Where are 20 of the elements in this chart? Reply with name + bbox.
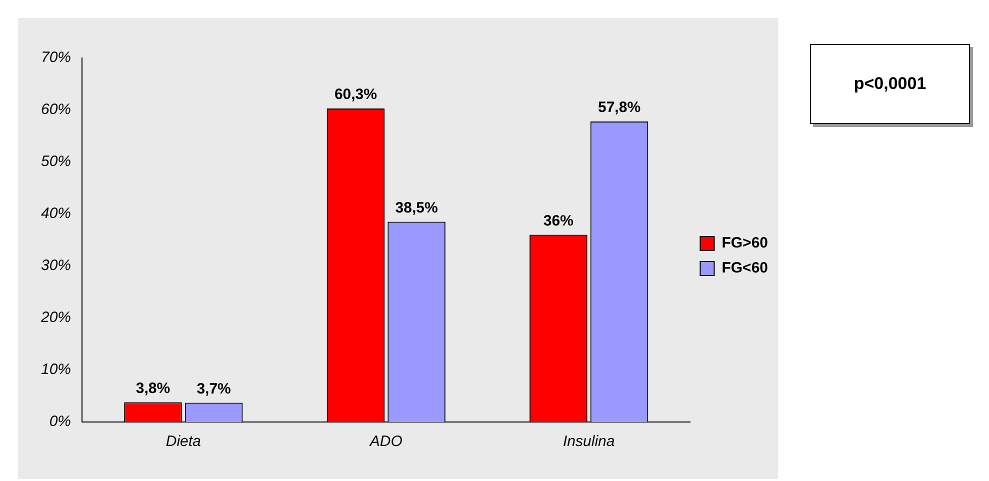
- y-tick-label: 70%: [40, 49, 72, 66]
- legend-label: FG<60: [722, 260, 768, 277]
- data-label: 36%: [543, 212, 574, 230]
- y-tick-label: 30%: [40, 257, 72, 274]
- x-tick-label: ADO: [368, 433, 403, 450]
- x-tick-label: Insulina: [563, 433, 615, 450]
- data-label: 57,8%: [598, 99, 641, 116]
- data-label: 38,5%: [395, 199, 438, 216]
- legend-label: FG>60: [722, 234, 768, 252]
- data-label: 3,8%: [136, 380, 170, 397]
- text: p<0,0001: [810, 44, 970, 124]
- y-tick-label: 60%: [40, 101, 72, 118]
- y-tick-label: 40%: [40, 205, 72, 222]
- y-tick-label: 10%: [40, 361, 72, 378]
- y-tick-label: 0%: [49, 413, 72, 430]
- y-tick-label: 50%: [40, 153, 72, 170]
- x-tick-label: Dieta: [166, 433, 201, 450]
- y-tick-label: 20%: [40, 309, 72, 326]
- data-label: 60,3%: [334, 86, 377, 104]
- data-label: 3,7%: [196, 380, 231, 398]
